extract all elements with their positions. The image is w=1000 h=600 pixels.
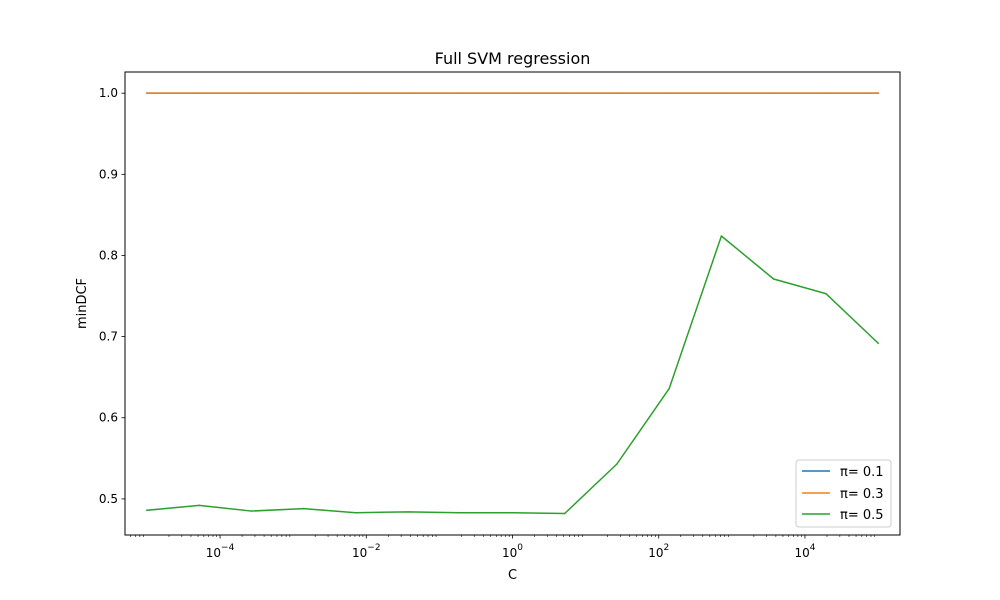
y-tick-label: 0.8 — [99, 248, 118, 262]
data-point-series-3-6 — [407, 511, 409, 513]
data-point-series-3-14 — [825, 292, 827, 295]
data-point-series-3-7 — [459, 511, 462, 514]
data-point-series-2-11 — [668, 92, 670, 94]
data-point-series-2-12 — [720, 92, 723, 94]
chart-title: Full SVM regression — [435, 49, 591, 68]
legend-label-series-1: π= 0.1 — [840, 465, 884, 480]
plot-area — [125, 72, 900, 535]
legend: π= 0.1 π= 0.3 π= 0.5 — [795, 459, 892, 528]
x-axis-label: C — [508, 568, 517, 583]
data-point-series-2-6 — [407, 92, 409, 94]
data-point-series-3-2 — [198, 504, 200, 507]
x-tick-label: 100 — [502, 543, 523, 560]
data-point-series-2-14 — [825, 92, 827, 94]
legend-box — [795, 459, 892, 528]
y-tick-label: 0.9 — [99, 167, 118, 181]
data-point-series-3-5 — [355, 511, 357, 514]
y-tick-label: 0.5 — [99, 492, 118, 506]
data-point-series-2-9 — [563, 92, 566, 94]
y-tick-label: 1.0 — [99, 86, 118, 100]
data-point-series-2-4 — [302, 92, 305, 94]
y-tick-label: 0.6 — [99, 411, 118, 425]
data-point-series-3-15 — [877, 342, 879, 344]
data-point-series-3-3 — [250, 510, 253, 512]
data-point-series-3-10 — [616, 463, 618, 465]
data-point-series-2-2 — [198, 92, 200, 94]
data-point-series-3-1 — [146, 509, 148, 511]
legend-label-series-3: π= 0.5 — [840, 508, 884, 523]
data-point-series-2-5 — [355, 92, 357, 94]
y-tick-label: 0.7 — [99, 330, 118, 344]
x-tick-label: 10−4 — [206, 543, 235, 560]
data-point-series-2-10 — [616, 92, 618, 94]
data-point-series-3-11 — [668, 387, 670, 390]
x-tick-label: 104 — [794, 543, 815, 560]
data-point-series-2-15 — [877, 92, 879, 94]
series-layer — [146, 92, 880, 515]
data-point-series-2-1 — [146, 92, 148, 94]
y-axis-ticks: 0.5 0.6 0.7 0.8 0.9 1.0 — [99, 86, 125, 506]
data-point-series-2-3 — [250, 92, 253, 94]
data-point-series-3-9 — [563, 512, 566, 515]
data-point-series-2-8 — [511, 92, 514, 94]
data-point-series-2-13 — [772, 92, 775, 94]
data-point-series-3-13 — [772, 278, 775, 280]
x-tick-label: 102 — [648, 543, 669, 560]
legend-label-series-2: π= 0.3 — [840, 487, 884, 502]
axes-frame — [124, 71, 901, 536]
data-point-series-2-7 — [459, 92, 462, 94]
data-point-series-3-8 — [511, 511, 514, 514]
data-point-series-3-12 — [720, 235, 723, 237]
data-point-series-3-4 — [302, 507, 305, 510]
y-axis-label: minDCF — [75, 278, 90, 329]
x-tick-label: 10−2 — [352, 543, 381, 560]
